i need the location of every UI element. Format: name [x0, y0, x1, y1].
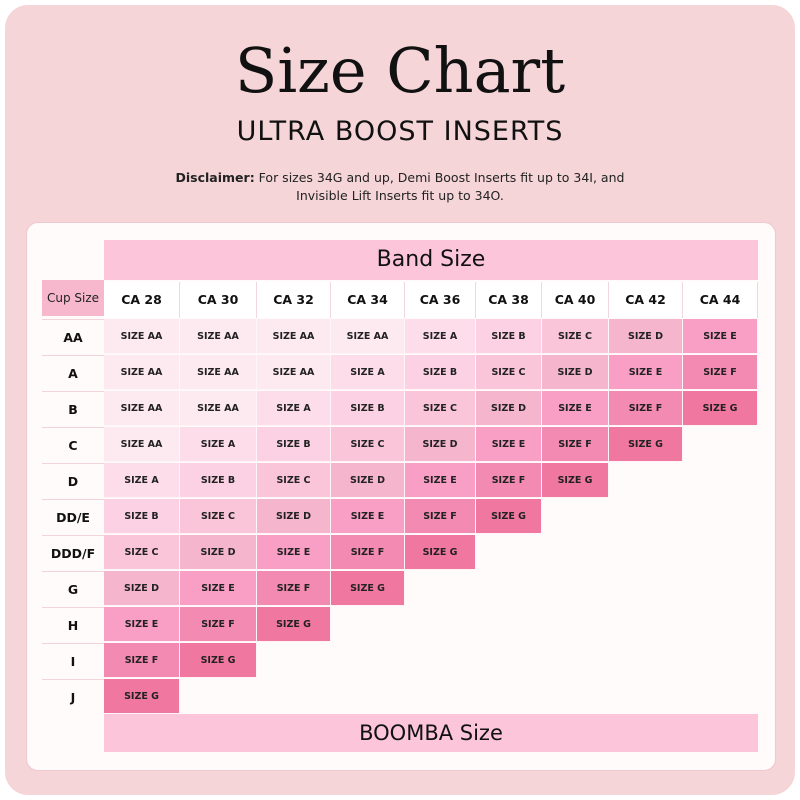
band-size-header: Band Size: [104, 240, 758, 280]
size-cell: SIZE G: [609, 427, 683, 462]
size-cell: SIZE E: [476, 427, 542, 462]
size-cell: SIZE C: [180, 499, 257, 534]
size-cell: SIZE A: [405, 319, 476, 354]
size-cell: SIZE B: [104, 499, 180, 534]
cup-size-header: Cup Size: [42, 280, 104, 316]
size-cell: SIZE E: [257, 535, 331, 570]
size-cell: SIZE B: [476, 319, 542, 354]
size-cell: SIZE G: [683, 391, 758, 426]
size-cell: SIZE AA: [257, 355, 331, 390]
size-cell: SIZE AA: [257, 319, 331, 354]
size-cell: SIZE AA: [104, 319, 180, 354]
size-cell: SIZE A: [257, 391, 331, 426]
size-cell: SIZE E: [542, 391, 609, 426]
size-cell: SIZE G: [257, 607, 331, 642]
column-header: CA 42: [609, 282, 683, 318]
size-cell: SIZE C: [476, 355, 542, 390]
size-cell: SIZE D: [257, 499, 331, 534]
size-cell: SIZE AA: [180, 355, 257, 390]
size-cell: SIZE D: [405, 427, 476, 462]
cup-row-header: DD/E: [42, 499, 104, 535]
size-cell: SIZE AA: [180, 319, 257, 354]
column-header: CA 34: [331, 282, 405, 318]
size-cell: SIZE D: [180, 535, 257, 570]
size-cell: SIZE F: [104, 643, 180, 678]
column-header: CA 36: [405, 282, 476, 318]
size-cell: SIZE B: [405, 355, 476, 390]
size-cell: SIZE E: [180, 571, 257, 606]
size-cell: SIZE AA: [180, 391, 257, 426]
size-cell: SIZE AA: [331, 319, 405, 354]
size-cell: SIZE E: [331, 499, 405, 534]
size-cell: SIZE G: [476, 499, 542, 534]
size-cell: SIZE G: [104, 679, 180, 714]
size-cell: SIZE G: [542, 463, 609, 498]
size-cell: SIZE F: [683, 355, 758, 390]
cup-row-header: J: [42, 679, 104, 715]
disclaimer-label: Disclaimer:: [175, 170, 255, 185]
size-cell: SIZE G: [180, 643, 257, 678]
size-cell: SIZE F: [609, 391, 683, 426]
size-cell: SIZE C: [331, 427, 405, 462]
disclaimer-text: For sizes 34G and up, Demi Boost Inserts…: [254, 170, 625, 203]
size-cell: SIZE G: [405, 535, 476, 570]
boomba-size-footer: BOOMBA Size: [104, 714, 758, 752]
column-header: CA 32: [257, 282, 331, 318]
size-cell: SIZE F: [476, 463, 542, 498]
size-cell: SIZE F: [542, 427, 609, 462]
size-cell: SIZE D: [104, 571, 180, 606]
size-cell: SIZE E: [683, 319, 758, 354]
size-cell: SIZE C: [405, 391, 476, 426]
size-cell: SIZE B: [180, 463, 257, 498]
cup-row-header: G: [42, 571, 104, 607]
size-cell: SIZE C: [104, 535, 180, 570]
cup-row-header: H: [42, 607, 104, 643]
cup-row-header: C: [42, 427, 104, 463]
column-header: CA 40: [542, 282, 609, 318]
column-header: CA 28: [104, 282, 180, 318]
size-cell: SIZE F: [405, 499, 476, 534]
size-cell: SIZE F: [331, 535, 405, 570]
size-cell: SIZE D: [542, 355, 609, 390]
cup-row-header: AA: [42, 319, 104, 355]
size-cell: SIZE D: [476, 391, 542, 426]
size-cell: SIZE B: [257, 427, 331, 462]
size-cell: SIZE C: [257, 463, 331, 498]
page-title: Size Chart: [234, 34, 566, 107]
size-cell: SIZE AA: [104, 355, 180, 390]
size-cell: SIZE E: [405, 463, 476, 498]
size-cell: SIZE C: [542, 319, 609, 354]
column-header: CA 44: [683, 282, 758, 318]
size-cell: SIZE B: [331, 391, 405, 426]
column-header: CA 38: [476, 282, 542, 318]
cup-row-header: I: [42, 643, 104, 679]
cup-row-header: DDD/F: [42, 535, 104, 571]
cup-row-header: B: [42, 391, 104, 427]
size-cell: SIZE AA: [104, 391, 180, 426]
size-cell: SIZE F: [180, 607, 257, 642]
size-cell: SIZE A: [180, 427, 257, 462]
cup-row-header: D: [42, 463, 104, 499]
size-cell: SIZE A: [331, 355, 405, 390]
page-subtitle: ULTRA BOOST INSERTS: [236, 116, 564, 147]
size-cell: SIZE A: [104, 463, 180, 498]
size-cell: SIZE AA: [104, 427, 180, 462]
size-cell: SIZE E: [104, 607, 180, 642]
size-cell: SIZE E: [609, 355, 683, 390]
cup-row-header: A: [42, 355, 104, 391]
size-cell: SIZE G: [331, 571, 405, 606]
disclaimer: Disclaimer: For sizes 34G and up, Demi B…: [150, 169, 650, 205]
size-cell: SIZE F: [257, 571, 331, 606]
size-cell: SIZE D: [609, 319, 683, 354]
size-cell: SIZE D: [331, 463, 405, 498]
column-header: CA 30: [180, 282, 257, 318]
